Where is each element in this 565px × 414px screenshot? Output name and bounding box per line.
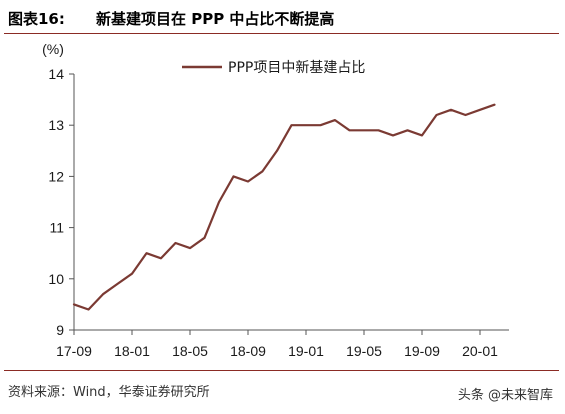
legend: PPP项目中新基建占比 [182,59,365,76]
x-tick-label: 18-05 [172,343,208,359]
y-tick-label: 12 [48,168,64,184]
x-tick-label: 18-09 [230,343,266,359]
y-tick-label: 9 [56,322,64,338]
footer-rule [4,370,559,371]
line-chart: 9 10 11 12 13 14 (%) 17-09 18-01 18-05 18-09 19-01 1… [42,41,509,359]
y-tick-label: 10 [48,271,64,287]
x-tick-label: 19-01 [288,343,324,359]
x-tick-label: 20-01 [462,343,498,359]
x-tick-label: 17-09 [56,343,92,359]
figure-title: 新基建项目在 PPP 中占比不断提高 [96,10,335,28]
legend-label: PPP项目中新基建占比 [228,59,365,76]
source-note: 资料来源：Wind，华泰证券研究所 [8,385,210,400]
figure-header: 图表16: 新基建项目在 PPP 中占比不断提高 [0,0,565,36]
y-tick-label: 11 [49,220,64,236]
x-tick-label: 19-05 [346,343,382,359]
figure-label: 图表16: [8,10,65,28]
x-tick-label: 19-09 [404,343,440,359]
header-rule [4,33,559,34]
series-line [72,103,496,311]
x-tick-label: 18-01 [114,343,150,359]
y-tick-label: 13 [48,117,64,133]
watermark-text: 头条 @未来智库 [457,388,553,403]
y-axis-label: (%) [42,41,64,57]
y-tick-label: 14 [48,66,64,82]
